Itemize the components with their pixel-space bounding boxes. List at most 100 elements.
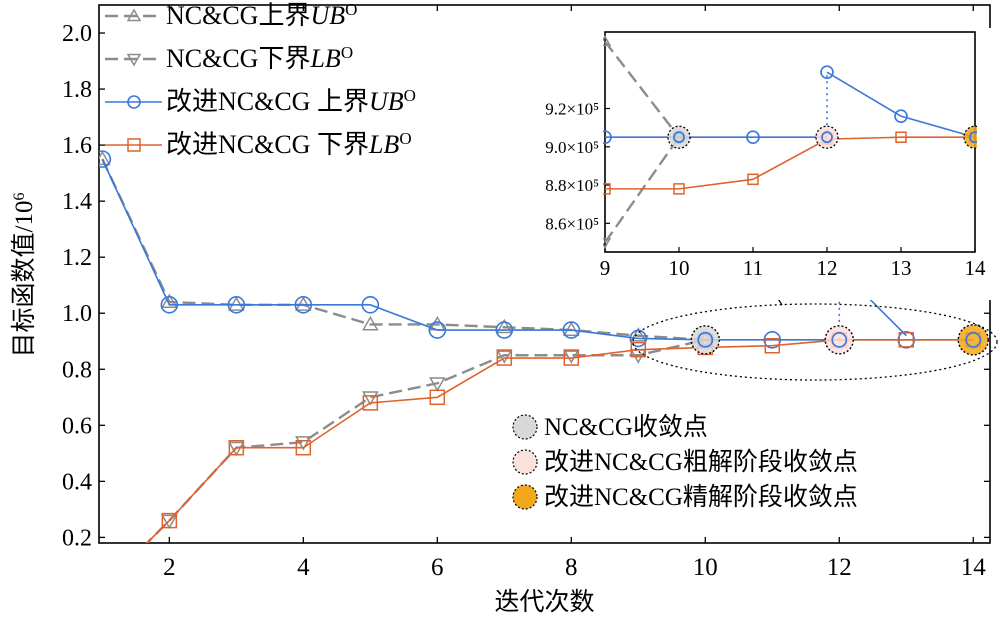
y-tick-label: 1.4 <box>62 189 92 215</box>
inset-data-point-1 <box>603 237 612 249</box>
x-tick-label: 8 <box>565 554 578 581</box>
legend-label-superscript: O <box>399 129 411 148</box>
x-axis-title: 迭代次数 <box>494 588 594 616</box>
data-point-2 <box>562 321 581 339</box>
convergence-inner-point <box>697 332 714 348</box>
data-point-3 <box>898 332 915 348</box>
data-point-0 <box>295 296 312 311</box>
data-point-2 <box>227 296 246 314</box>
inset-y-tick-label: 8.6×10⁵ <box>545 214 599 233</box>
data-point-3 <box>496 350 513 366</box>
data-point-1 <box>563 349 580 364</box>
legend-label: 改进NC&CG 上界UBO <box>166 86 416 117</box>
inset-convergence-inner-point <box>969 131 977 144</box>
legend-label-italic: UB <box>310 1 345 30</box>
inset-background <box>601 28 993 300</box>
inset-data-point-3 <box>895 131 907 143</box>
inset-plot: 9 10 11 12 13 14 8.6×10⁵ 8.8×10⁵ 9.0×10⁵ 9.2×10⁵ <box>545 28 993 300</box>
legend-label-superscript: O <box>341 43 353 62</box>
data-point-3 <box>764 337 781 354</box>
data-point-1 <box>295 436 312 451</box>
data-point-0 <box>228 296 245 311</box>
y-tick-label: 0.4 <box>62 469 92 495</box>
data-point-0 <box>161 293 178 309</box>
inset-convergence-inner-point <box>821 131 833 144</box>
y-tick-label: 1.6 <box>62 133 92 159</box>
inset-data-point-2 <box>603 130 612 145</box>
inset-series-line-2 <box>826 71 976 138</box>
legend-label-italic: UB <box>369 87 404 116</box>
data-point-1 <box>161 514 178 530</box>
y-tick-label: 1.0 <box>62 301 92 327</box>
convergence-marker <box>690 325 720 355</box>
legend-label-superscript: O <box>345 0 357 19</box>
y-axis-title: 目标函数值/106 <box>10 193 38 358</box>
convergence-legend-marker <box>512 484 538 510</box>
data-point-0 <box>99 150 111 166</box>
x-tick-label: 10 <box>693 554 718 581</box>
convergence-legend-marker <box>512 449 538 475</box>
y-tick-label: 0.6 <box>62 413 92 439</box>
inset-x-tick-label: 11 <box>743 256 763 280</box>
data-point-2 <box>763 331 782 349</box>
legend-label-superscript: O <box>404 86 416 105</box>
x-tick-label: 2 <box>163 554 176 581</box>
x-tick-label: 12 <box>827 554 852 581</box>
inset-series-group <box>603 35 977 249</box>
y-tick-label: 1.2 <box>62 245 92 271</box>
inset-convergence-marker <box>667 125 691 149</box>
inset-series-line-3 <box>605 136 975 190</box>
data-point-1 <box>362 391 379 406</box>
legend-marker <box>127 95 141 109</box>
convergence-marker <box>957 324 989 356</box>
data-point-3 <box>362 395 379 411</box>
legend-label: NC&CG下界LBO <box>166 43 353 74</box>
legend-marker <box>126 8 142 22</box>
data-point-2 <box>99 150 112 168</box>
data-point-2 <box>428 321 447 339</box>
convergence-inner-point <box>965 332 982 348</box>
data-point-0 <box>563 321 580 337</box>
data-point-2 <box>629 329 648 348</box>
data-point-0 <box>496 318 513 334</box>
data-point-3 <box>228 439 245 456</box>
data-point-2 <box>495 321 514 339</box>
zoom-region-ellipse <box>632 303 998 381</box>
data-point-3 <box>563 350 580 366</box>
y-tick-label: 2.0 <box>62 21 92 47</box>
inset-data-point-2 <box>820 65 834 79</box>
inset-y-tick-label: 8.8×10⁵ <box>545 176 599 195</box>
data-point-2 <box>361 296 380 314</box>
inset-series-line-0 <box>604 40 680 138</box>
data-point-3 <box>295 439 312 456</box>
series-legend: NC&CG上界UBO NC&CG下界LBO 改进NC&CG 上界UBO 改进NC&CG… <box>105 0 416 159</box>
inset-data-point-3 <box>747 173 759 186</box>
convergence-marker <box>824 325 854 355</box>
legend-label: NC&CG上界UBO <box>166 0 357 30</box>
data-point-2 <box>294 296 313 314</box>
data-point-2 <box>160 296 179 314</box>
x-tick-label: 14 <box>961 554 987 581</box>
data-point-3 <box>630 341 647 358</box>
data-point-0 <box>362 315 379 331</box>
y-tick-label: 1.8 <box>62 77 92 103</box>
inset-x-tick-label: 12 <box>817 256 838 280</box>
data-point-1 <box>95 583 109 595</box>
data-point-3 <box>95 581 109 595</box>
inset-convergence-marker <box>815 125 839 149</box>
inset-x-tick-label: 10 <box>669 256 690 280</box>
data-point-0 <box>629 327 647 342</box>
x-tick-label: 6 <box>431 554 444 581</box>
legend-label-italic: LB <box>368 130 399 159</box>
inset-data-point-0 <box>603 35 612 47</box>
convergence-legend-label: 改进NC&CG精解阶段收敛点 <box>544 483 858 511</box>
convergence-legend-marker <box>512 414 538 440</box>
y-tick-label: 0.8 <box>62 357 92 383</box>
convergence-inner-point <box>831 332 848 348</box>
convergence-legend-label: 改进NC&CG粗解阶段收敛点 <box>544 448 858 476</box>
x-tick-label: 4 <box>297 554 310 581</box>
inset-x-tick-label: 13 <box>891 256 912 280</box>
inset-series-line-1 <box>604 136 680 244</box>
data-point-1 <box>228 441 245 457</box>
inset-x-tick-label: 9 <box>600 256 611 280</box>
